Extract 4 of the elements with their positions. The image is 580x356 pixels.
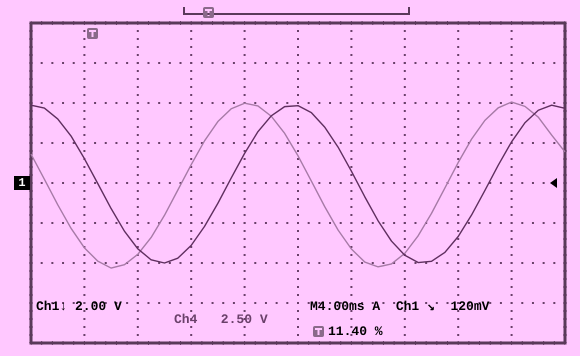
annotation: Ch1↓ 2.00 V [36, 299, 122, 314]
annotation: Ch4 2.50 V [174, 312, 268, 327]
annotation: M4.00ms A Ch1 ↘ 120mV [310, 299, 490, 314]
annotation: 11.40 % [328, 324, 383, 339]
